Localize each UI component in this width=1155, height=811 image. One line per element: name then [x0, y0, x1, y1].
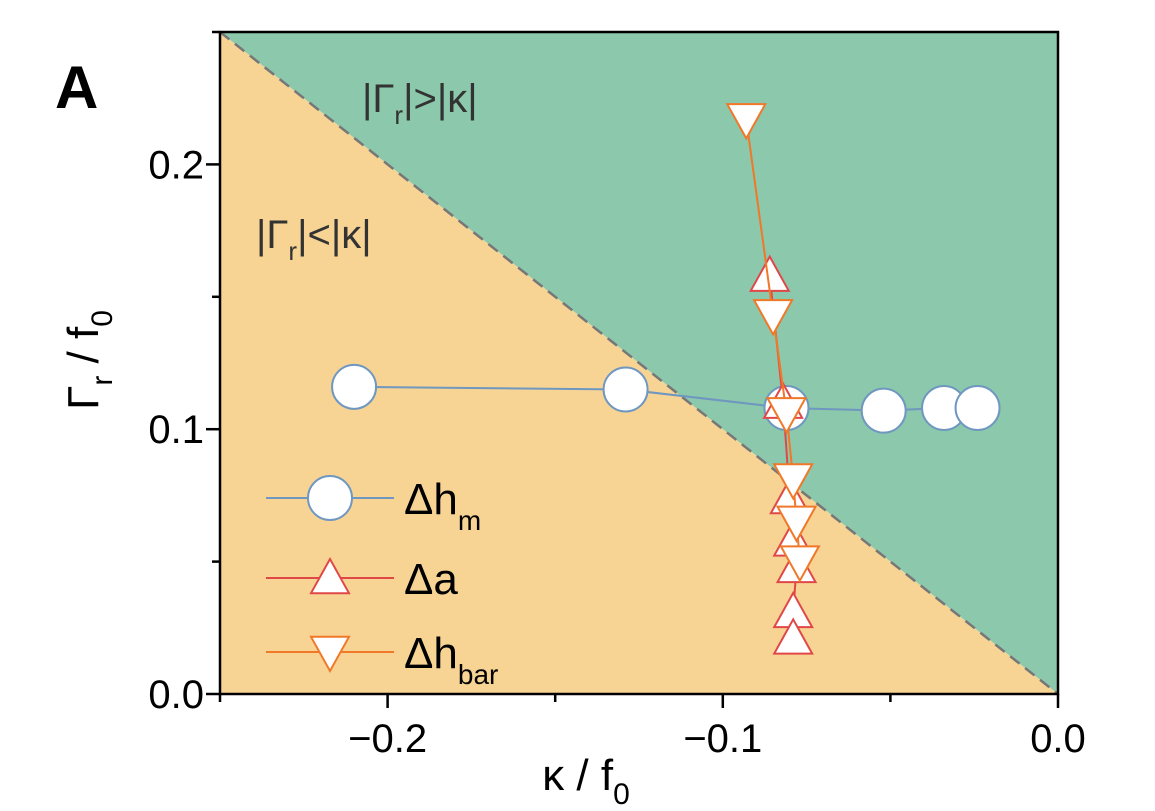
series-3-point: [765, 397, 808, 435]
legend-marker: [309, 635, 351, 674]
series-1: [331, 363, 1001, 434]
boundary-line: [219, 31, 1059, 695]
series-1-point: [602, 366, 649, 413]
x-axis-title: κ / f0: [542, 751, 630, 811]
series-1-point: [331, 363, 378, 410]
region-label-1: |Γr|>|κ|: [362, 77, 478, 130]
legend-label: Δa: [404, 555, 458, 604]
x-tick-label: 0.0: [1030, 717, 1086, 761]
region-label-2: |Γr|<|κ|: [256, 213, 372, 266]
legend: Δhm Δa Δhbar: [266, 475, 498, 690]
legend-entry-2: Δa: [266, 555, 458, 604]
series-3: [725, 103, 821, 583]
legend-marker: [307, 475, 353, 521]
series-3-point: [725, 103, 767, 141]
axes: [206, 30, 1060, 708]
x-tick-label: −0.1: [683, 717, 762, 761]
legend-label: Δhbar: [404, 629, 498, 690]
legend-entry-1: Δhm: [266, 475, 481, 536]
legend-entry-3: Δhbar: [266, 629, 498, 690]
legend-marker: [309, 556, 351, 595]
series-layer: [331, 103, 1001, 655]
boundary-dashed-line: [219, 31, 1059, 695]
series-3-point: [775, 505, 818, 543]
series-2-point: [772, 617, 814, 655]
labels: −0.2 −0.1 0.0 0.0 0.1 0.2 κ / f0 Γr / f0 A |Γr|>|…: [55, 54, 1086, 811]
panel-label: A: [55, 54, 98, 121]
plot-frame: [218, 30, 1060, 696]
series-3-point: [752, 299, 794, 337]
y-tick-label: 0.1: [148, 408, 204, 452]
series-1-point: [954, 385, 1001, 432]
y-tick-label: 0.0: [148, 673, 204, 717]
series-3-point: [779, 545, 821, 583]
y-axis-title: Γr / f0: [59, 310, 119, 410]
y-tick-label: 0.2: [148, 143, 204, 187]
legend-label: Δhm: [404, 475, 481, 536]
series-1-point: [860, 387, 907, 434]
x-tick-label: −0.2: [348, 717, 427, 761]
series-3-point: [772, 463, 814, 501]
